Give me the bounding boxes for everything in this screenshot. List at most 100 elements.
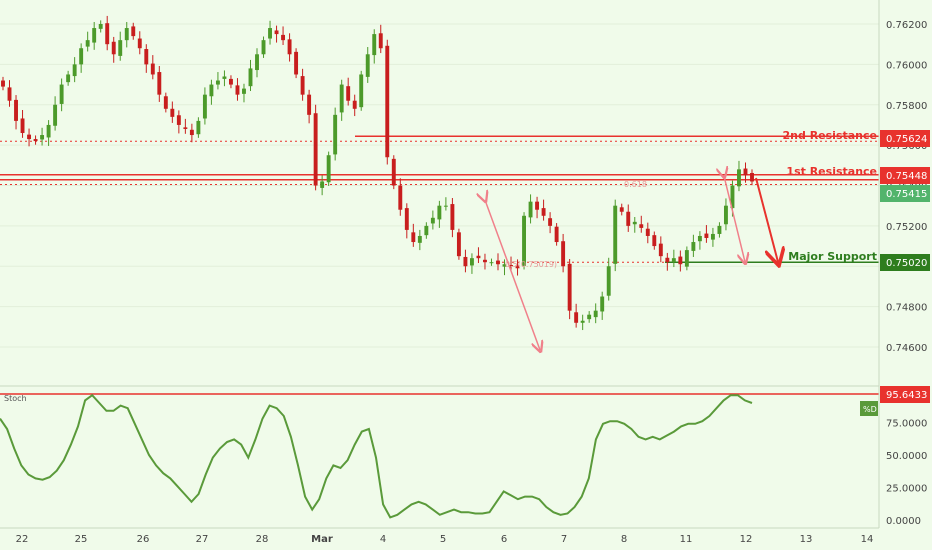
candle-body	[541, 208, 546, 216]
candle-body	[59, 84, 64, 104]
time-tick-label: 8	[621, 534, 627, 545]
candle-body	[118, 40, 123, 56]
candle-body	[20, 118, 25, 134]
candle-body	[261, 40, 266, 55]
candle-body	[196, 120, 201, 135]
time-axis: 22 25 26 27 28 Mar 4 5 6 7 8 11 12 13 14	[16, 534, 874, 545]
candle-body	[202, 94, 207, 119]
second-resistance-tag: 0.75624	[880, 130, 930, 147]
time-tick-label: 26	[137, 534, 150, 545]
candle-body	[469, 258, 474, 266]
candle-body	[717, 225, 722, 234]
candle-body	[710, 233, 715, 240]
candle-body	[704, 233, 709, 238]
fib-50-label: 0.5(0.75019)	[505, 260, 557, 269]
candle-body	[85, 40, 90, 47]
svg-text:%D: %D	[863, 405, 877, 414]
candle-body	[242, 88, 246, 94]
candle-body	[105, 23, 110, 45]
candle-body	[274, 30, 279, 35]
candle-body	[150, 63, 155, 75]
candle-body	[378, 33, 383, 49]
candle-body	[352, 100, 357, 109]
candle-body	[255, 54, 259, 71]
candle-body	[14, 99, 18, 121]
candle-body	[176, 115, 181, 125]
projection-arrows	[485, 176, 778, 350]
candle-body	[333, 114, 338, 155]
candle-body	[613, 205, 618, 264]
stoch-tick-label: 75.0000	[886, 419, 927, 430]
candle-body	[463, 256, 468, 267]
candle-body	[548, 218, 553, 226]
candle-body	[79, 48, 84, 65]
candle-body	[27, 134, 32, 140]
candle-body	[489, 262, 494, 264]
candle-body	[665, 257, 670, 263]
candle-body	[456, 232, 461, 257]
candle-body	[535, 201, 540, 210]
price-tick-label: 0.74600	[886, 343, 927, 354]
candle-body	[326, 155, 331, 183]
candle-body	[606, 266, 611, 296]
fib-swing-arrow	[485, 200, 540, 350]
candle-body	[522, 215, 526, 266]
time-tick-label: 12	[740, 534, 753, 545]
candle-body	[137, 38, 142, 49]
time-tick-label: 4	[380, 534, 386, 545]
candle-body	[92, 28, 97, 43]
candle-body	[163, 96, 168, 109]
candle-body	[320, 181, 325, 188]
candle-body	[98, 24, 103, 29]
candle-body	[229, 78, 233, 85]
candle-body	[346, 86, 351, 101]
candle-body	[372, 34, 377, 56]
candle-body	[294, 51, 299, 75]
candle-body	[430, 217, 435, 224]
stoch-tick-label: 25.0000	[886, 484, 927, 495]
candle-body	[417, 235, 422, 243]
time-tick-label: 25	[75, 534, 88, 545]
candle-body	[287, 39, 292, 55]
price-tick-label: 0.75800	[886, 101, 927, 112]
pullback-arrow	[724, 176, 745, 262]
time-tick-label: 7	[561, 534, 567, 545]
candle-body	[411, 232, 416, 243]
svg-text:0.75415: 0.75415	[886, 189, 927, 200]
time-tick-label: 6	[501, 534, 507, 545]
candle-body	[170, 108, 175, 117]
candle-body	[443, 205, 448, 207]
stoch-tick-label: 50.0000	[886, 451, 927, 462]
candle-body	[222, 76, 227, 79]
candle-body	[209, 84, 214, 97]
candle-body	[404, 208, 409, 230]
candle-body	[385, 45, 390, 158]
candle-body	[131, 26, 136, 37]
stoch-label: Stoch	[4, 394, 27, 403]
fib-618-label: 0.618	[624, 180, 647, 189]
candle-body	[450, 204, 455, 230]
candle-body	[124, 28, 129, 41]
candle-body	[40, 135, 45, 140]
second-resistance-label: 2nd Resistance	[783, 129, 877, 142]
candle-body	[307, 94, 312, 115]
candle-body	[645, 228, 650, 236]
candle-body	[593, 310, 598, 318]
gridlines	[0, 23, 879, 348]
candle-body	[46, 124, 51, 138]
candle-body	[567, 263, 572, 311]
candle-body	[281, 34, 286, 41]
candle-body	[483, 259, 487, 263]
svg-text:0.75020: 0.75020	[886, 258, 927, 269]
price-tick-label: 0.76200	[886, 20, 927, 31]
candle-body	[111, 41, 116, 55]
candle-body	[737, 169, 741, 187]
candle-body	[339, 84, 344, 113]
stoch-axis: 75.0000 50.0000 25.0000 0.0000	[886, 419, 927, 528]
first-resistance-tag: 0.75448	[880, 167, 930, 184]
time-tick-label: 5	[440, 534, 446, 545]
candle-body	[600, 296, 605, 312]
bearish-target-arrow	[755, 177, 778, 262]
candle-body	[72, 64, 77, 77]
